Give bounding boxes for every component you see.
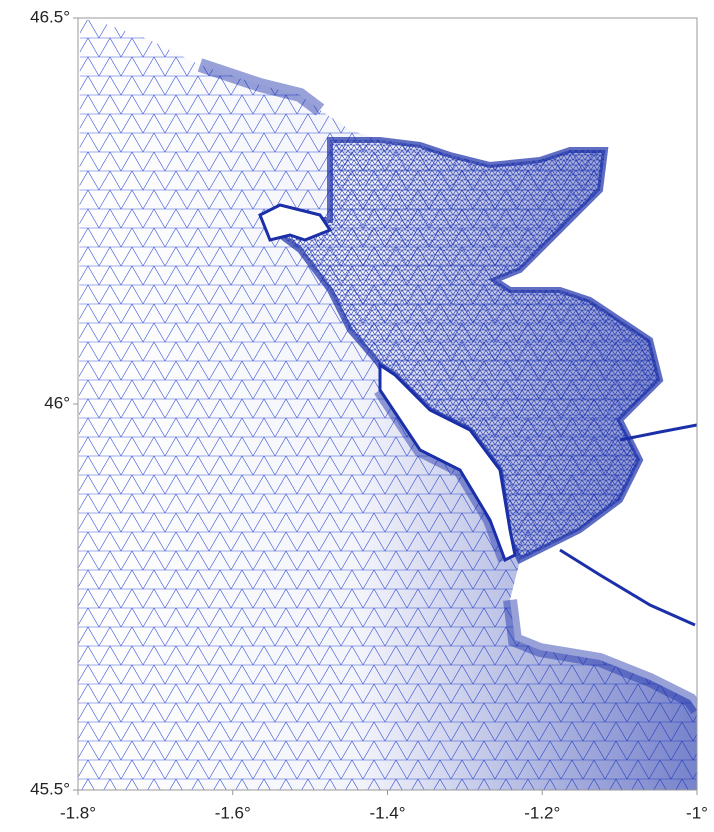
mesh-map: -1.8° -1.6° -1.4° -1.2° -1° 45.5° 46° 46.5° bbox=[0, 0, 714, 832]
x-tick-label: -1.6° bbox=[215, 803, 251, 822]
y-tick-label: 46.5° bbox=[30, 7, 70, 26]
x-tick-label: -1.4° bbox=[369, 803, 405, 822]
x-tick-label: -1.8° bbox=[60, 803, 96, 822]
y-tick-label: 45.5° bbox=[30, 779, 70, 798]
x-tick-label: -1° bbox=[686, 803, 708, 822]
y-tick-label: 46° bbox=[44, 393, 70, 412]
x-tick-label: -1.2° bbox=[524, 803, 560, 822]
mesh bbox=[78, 20, 697, 790]
